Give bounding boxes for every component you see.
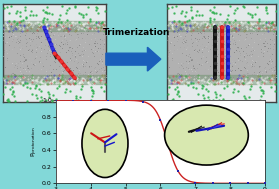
Ellipse shape <box>82 109 128 177</box>
Point <box>141 100 145 103</box>
Point <box>176 169 180 172</box>
Point <box>228 182 232 185</box>
Bar <box>3 74 106 84</box>
Bar <box>167 25 276 81</box>
Bar <box>3 4 106 25</box>
Bar <box>3 22 106 31</box>
Point <box>263 182 267 185</box>
Bar <box>167 74 276 84</box>
Point <box>158 119 163 122</box>
Bar <box>3 25 106 81</box>
Bar <box>167 81 276 102</box>
Bar <box>167 4 276 25</box>
Point <box>246 182 250 185</box>
Bar <box>167 22 276 31</box>
Point <box>88 99 93 102</box>
Point <box>71 99 76 102</box>
Y-axis label: P$_\mathregular{protonation}$: P$_\mathregular{protonation}$ <box>30 126 40 157</box>
Bar <box>3 81 106 102</box>
Text: Trimerization: Trimerization <box>103 28 170 37</box>
Ellipse shape <box>165 105 248 165</box>
Point <box>54 99 58 102</box>
Point <box>123 99 128 102</box>
Point <box>193 181 198 184</box>
Point <box>211 182 215 185</box>
Point <box>106 99 110 102</box>
FancyArrow shape <box>106 47 161 71</box>
